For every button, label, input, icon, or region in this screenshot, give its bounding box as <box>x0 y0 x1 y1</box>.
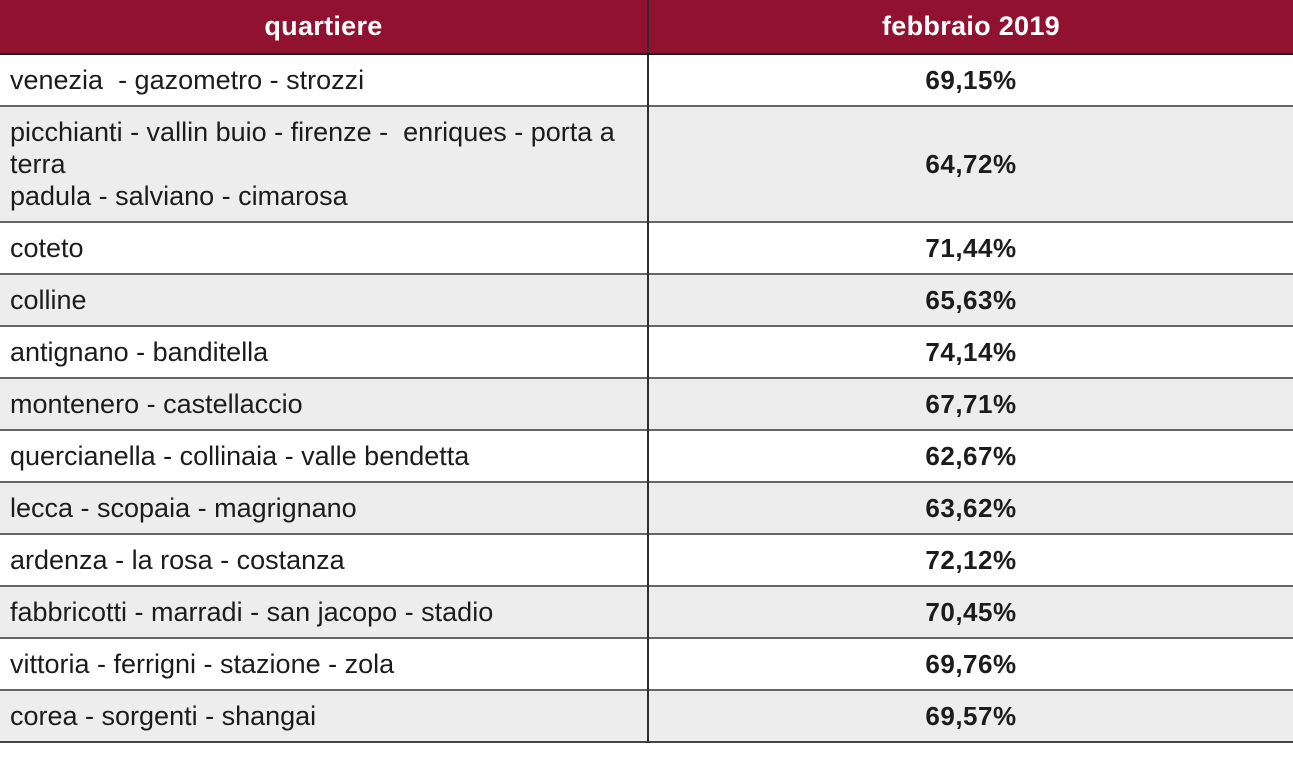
quartiere-cell: lecca - scopaia - magrignano <box>0 481 648 534</box>
header-row: quartiere febbraio 2019 <box>0 0 1293 55</box>
percentage-cell: 62,67% <box>647 429 1293 482</box>
table-row: montenero - castellaccio 67,71% <box>0 377 1293 430</box>
quartiere-cell: corea - sorgenti - shangai <box>0 689 648 742</box>
percentage-cell: 65,63% <box>647 273 1293 326</box>
percentage-cell: 63,62% <box>647 481 1293 534</box>
quartiere-cell: vittoria - ferrigni - stazione - zola <box>0 637 648 690</box>
percentage-cell: 70,45% <box>647 585 1293 638</box>
quartiere-cell: antignano - banditella <box>0 325 648 378</box>
quartiere-cell: colline <box>0 273 648 326</box>
table-row: quercianella - collinaia - valle bendett… <box>0 429 1293 482</box>
quartiere-cell: montenero - castellaccio <box>0 377 648 430</box>
table-row: coteto 71,44% <box>0 221 1293 274</box>
percentage-cell: 69,76% <box>647 637 1293 690</box>
quartieri-table: quartiere febbraio 2019 venezia - gazome… <box>0 0 1293 743</box>
quartiere-cell: venezia - gazometro - strozzi <box>0 54 648 106</box>
table-body: venezia - gazometro - strozzi 69,15% picch… <box>0 54 1293 742</box>
percentage-cell: 64,72% <box>647 105 1293 222</box>
percentage-cell: 69,15% <box>647 54 1293 106</box>
table-row: vittoria - ferrigni - stazione - zola 69,… <box>0 637 1293 690</box>
table-row: picchianti - vallin buio - firenze - enr… <box>0 105 1293 222</box>
quartiere-cell: fabbricotti - marradi - san jacopo - sta… <box>0 585 648 638</box>
quartiere-cell: ardenza - la rosa - costanza <box>0 533 648 586</box>
table-header: quartiere febbraio 2019 <box>0 0 1293 55</box>
percentage-cell: 71,44% <box>647 221 1293 274</box>
percentage-cell: 74,14% <box>647 325 1293 378</box>
percentage-cell: 67,71% <box>647 377 1293 430</box>
percentage-cell: 72,12% <box>647 533 1293 586</box>
table-row: venezia - gazometro - strozzi 69,15% <box>0 54 1293 106</box>
table-row: antignano - banditella 74,14% <box>0 325 1293 378</box>
table-row: lecca - scopaia - magrignano 63,62% <box>0 481 1293 534</box>
table-row: colline 65,63% <box>0 273 1293 326</box>
table-row: ardenza - la rosa - costanza 72,12% <box>0 533 1293 586</box>
quartiere-cell: coteto <box>0 221 648 274</box>
percentage-cell: 69,57% <box>647 689 1293 742</box>
table-row: fabbricotti - marradi - san jacopo - sta… <box>0 585 1293 638</box>
quartiere-cell: quercianella - collinaia - valle bendett… <box>0 429 648 482</box>
table-row: corea - sorgenti - shangai 69,57% <box>0 689 1293 742</box>
column-header-febbraio-2019: febbraio 2019 <box>647 0 1293 55</box>
column-header-quartiere: quartiere <box>0 0 648 55</box>
quartiere-cell: picchianti - vallin buio - firenze - enr… <box>0 105 648 222</box>
